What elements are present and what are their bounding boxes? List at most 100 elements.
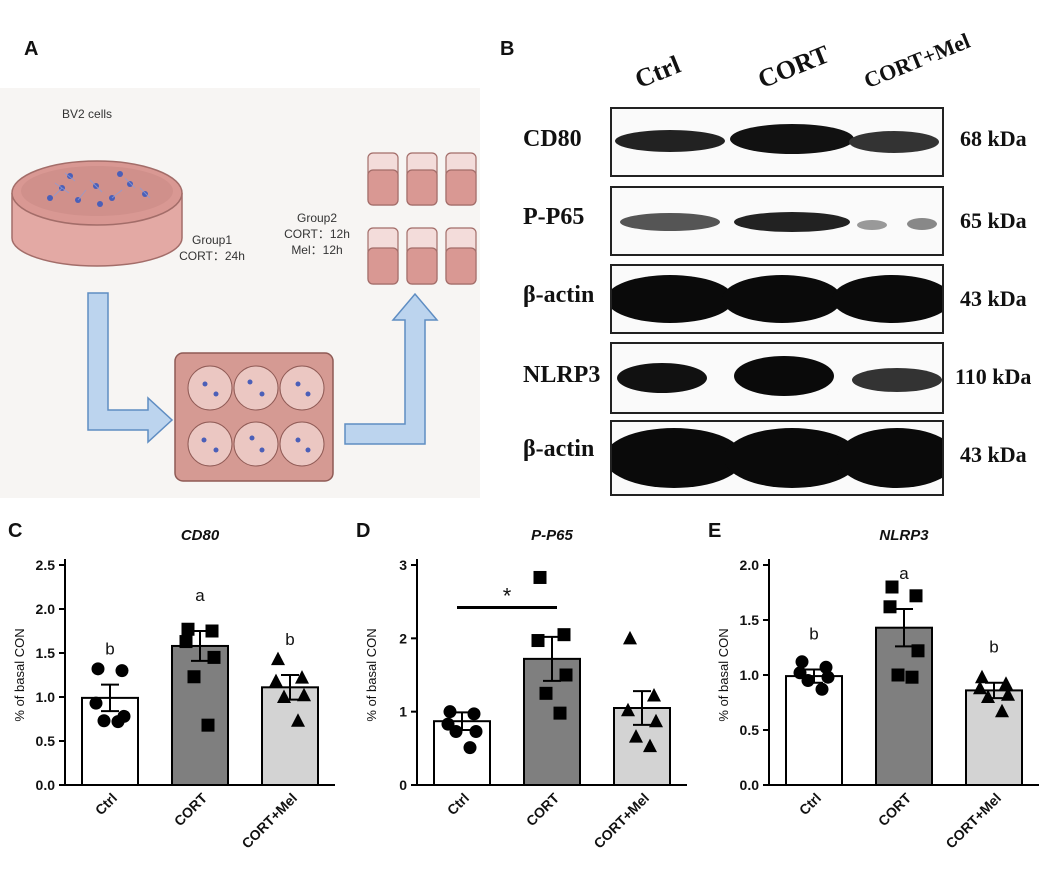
data-point [277, 689, 291, 703]
data-point [905, 670, 919, 684]
x-tick-label: CORT [523, 789, 563, 829]
blot-beta-actin-1 [610, 264, 944, 334]
y-tick-label: 0.5 [36, 733, 56, 749]
kda-p-p65: 65 kDa [960, 208, 1027, 233]
y-axis-label: % of basal CON [12, 628, 27, 721]
x-tick-label: Ctrl [796, 790, 824, 818]
data-point [469, 724, 483, 738]
data-point [291, 713, 305, 727]
chart-title-p-p65: P-P65 [531, 527, 573, 544]
row-label-beta-actin-2: β-actin [523, 436, 595, 462]
significance-letter: b [285, 630, 294, 649]
significance-star: * [503, 584, 512, 609]
y-tick-label: 2 [399, 630, 407, 646]
data-point [815, 682, 829, 696]
kda-beta-actin-1: 43 kDa [960, 286, 1027, 311]
bar-cort [171, 644, 229, 786]
row-label-beta-actin-1: β-actin [523, 282, 595, 308]
chart-nlrp3: NLRP3 % of basal CON 0.0 0.5 1.0 1.5 2.0 b Ctrl a… [704, 515, 1056, 875]
western-blot: Ctrl CORT CORT+Mel CD80 68 kDa P-P65 65 … [515, 28, 1059, 500]
data-point [443, 705, 457, 719]
row-label-p-p65: P-P65 [523, 204, 585, 230]
x-tick-label: Ctrl [92, 790, 120, 818]
group2-line3: Mel：12h [291, 243, 342, 257]
data-point [801, 674, 815, 687]
bar-cort-mel [965, 689, 1023, 786]
schematic-drawing: BV2 cells Group1 CORT：24h Group2 CORT：12… [0, 88, 480, 498]
blot-p-p65 [610, 186, 944, 256]
petri-dish-icon [11, 160, 183, 267]
group1-line2: CORT：24h [179, 249, 245, 263]
blot-beta-actin-1-bands [612, 275, 942, 323]
data-point [467, 707, 481, 721]
data-point [449, 724, 463, 738]
data-point [883, 600, 897, 614]
x-tick-label: CORT+Mel [238, 790, 300, 852]
data-point [97, 714, 111, 728]
data-point [269, 673, 283, 688]
row-label-cd80: CD80 [523, 126, 582, 152]
data-point [531, 634, 545, 648]
lane-label-ctrl: Ctrl [630, 49, 685, 95]
data-point [181, 622, 195, 636]
data-point [975, 669, 989, 684]
data-point [621, 702, 635, 717]
blot-beta-actin-2 [610, 420, 944, 496]
data-point [553, 706, 567, 720]
data-point [207, 650, 221, 664]
data-point [1001, 687, 1015, 701]
x-tick-label: CORT [171, 789, 211, 829]
lane-label-cort-mel: CORT+Mel [860, 27, 974, 94]
kda-cd80: 68 kDa [960, 126, 1027, 151]
group2-line1: Group2 [297, 211, 337, 225]
blot-cd80 [610, 107, 944, 177]
y-tick-label: 1.5 [36, 645, 56, 661]
data-point [793, 666, 807, 680]
significance-letter: a [899, 564, 909, 583]
data-point [557, 628, 571, 642]
bar-ctrl [785, 675, 843, 787]
data-point [533, 570, 547, 584]
data-point [629, 729, 643, 743]
panel-label-c: C [8, 520, 23, 542]
kda-beta-actin-2: 43 kDa [960, 442, 1027, 467]
chart-p-p65: P-P65 % of basal CON 0 1 2 3 Ctrl CORT CORT+Mel * [352, 515, 702, 875]
data-point [995, 703, 1009, 718]
significance-letter: b [809, 625, 818, 644]
group2-line2: CORT：12h [284, 227, 350, 241]
y-tick-label: 3 [399, 557, 407, 573]
data-point [115, 664, 129, 678]
row-label-nlrp3: NLRP3 [523, 362, 601, 388]
kda-nlrp3: 110 kDa [955, 364, 1032, 389]
blot-p-p65-bands [620, 212, 937, 232]
significance-letter: a [195, 586, 205, 605]
significance-letter: b [105, 640, 114, 659]
data-point [297, 687, 311, 702]
cells-label: BV2 cells [62, 107, 112, 121]
y-tick-label: 0.5 [740, 722, 760, 738]
y-tick-label: 1.0 [740, 667, 760, 683]
data-point [885, 580, 899, 594]
x-tick-label: CORT [875, 789, 915, 829]
chart-nlrp3-svg: NLRP3 % of basal CON 0.0 0.5 1.0 1.5 2.0 b Ctrl a… [716, 527, 1039, 851]
arrow-up-right-icon [344, 292, 439, 445]
data-point [295, 670, 309, 684]
chart-cd80-svg: CD80 % of basal CON 0.0 0.5 1.0 1.5 2.0 2.5 b Ctr… [12, 527, 335, 852]
y-tick-label: 2.5 [36, 557, 56, 573]
data-point [179, 635, 193, 649]
lane-label-cort: CORT [753, 39, 834, 95]
blot-beta-actin-2-bands [612, 428, 942, 488]
x-tick-label: CORT+Mel [590, 790, 652, 852]
data-point [649, 713, 663, 728]
chart-p-p65-svg: P-P65 % of basal CON 0 1 2 3 Ctrl CORT CORT+Mel * [364, 527, 687, 852]
panel-label-e: E [708, 520, 722, 542]
y-tick-label: 1 [399, 704, 407, 720]
y-tick-label: 0.0 [36, 777, 56, 793]
data-point [187, 670, 201, 684]
data-point [463, 741, 477, 755]
data-point [205, 624, 219, 638]
well-plate-icon [174, 352, 334, 482]
y-tick-label: 2.0 [36, 601, 56, 617]
data-point [539, 686, 553, 700]
blot-nlrp3 [610, 342, 944, 414]
